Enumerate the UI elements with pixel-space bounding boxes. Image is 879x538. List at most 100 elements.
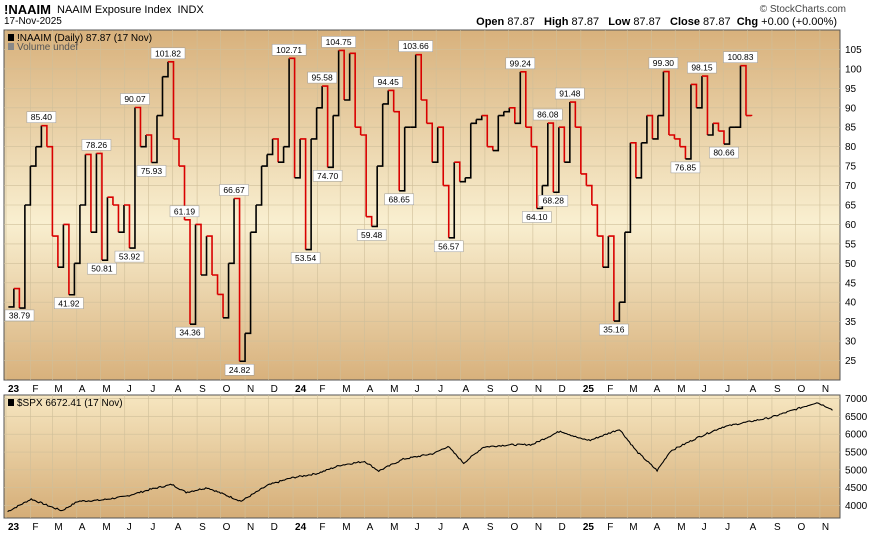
naaim-annotation-label: 41.92 bbox=[58, 298, 80, 308]
naaim-step bbox=[432, 127, 439, 164]
close-value: 87.87 bbox=[703, 16, 731, 28]
naaim-step bbox=[520, 71, 527, 128]
naaim-step bbox=[448, 162, 456, 239]
naaim-step bbox=[338, 49, 345, 100]
naaim-step bbox=[481, 114, 489, 147]
naaim-step bbox=[366, 215, 373, 227]
naaim-step bbox=[360, 134, 367, 217]
naaim-step bbox=[443, 184, 450, 238]
naaim-annotation-box bbox=[538, 194, 569, 207]
naaim-step bbox=[696, 76, 703, 109]
spx-line bbox=[7, 402, 833, 513]
naaim-step bbox=[234, 197, 241, 362]
naaim-annotation-box bbox=[290, 252, 321, 264]
index-name: NAAIM Exposure Index INDX bbox=[57, 4, 204, 16]
naaim-annotation-box bbox=[114, 250, 145, 263]
naaim-step bbox=[145, 134, 153, 163]
naaim-step bbox=[685, 84, 692, 160]
naaim-annotation-box bbox=[709, 146, 739, 159]
naaim-x-tick-label: F bbox=[32, 384, 38, 395]
naaim-step bbox=[267, 138, 274, 156]
spx-x-tick-label: 23 bbox=[8, 522, 20, 533]
naaim-x-tick-label: 24 bbox=[295, 384, 307, 395]
naaim-annotation-box bbox=[398, 40, 433, 52]
spx-x-tick-label: N bbox=[247, 522, 254, 533]
naaim-annotation-label: 53.54 bbox=[295, 253, 317, 263]
naaim-step bbox=[712, 122, 720, 132]
naaim-annotation-label: 104.75 bbox=[326, 37, 352, 47]
naaim-step bbox=[388, 89, 395, 112]
naaim-step bbox=[487, 145, 494, 151]
spx-x-tick-label: N bbox=[822, 522, 829, 533]
naaim-step bbox=[586, 184, 593, 205]
naaim-annotation-label: 34.36 bbox=[179, 328, 201, 338]
naaim-step bbox=[344, 53, 351, 101]
naaim-step bbox=[85, 153, 92, 233]
naaim-step bbox=[162, 61, 169, 78]
naaim-step bbox=[641, 115, 648, 144]
naaim-annotation-label: 35.16 bbox=[603, 325, 625, 335]
naaim-step bbox=[707, 123, 714, 136]
naaim-annotation-box bbox=[169, 205, 200, 218]
naaim-step bbox=[46, 145, 54, 237]
spx-x-tick-label: A bbox=[175, 522, 182, 533]
naaim-step bbox=[305, 138, 312, 251]
spx-y-tick-label: 5500 bbox=[845, 448, 868, 459]
naaim-annotation-label: 68.65 bbox=[389, 194, 411, 204]
naaim-legend: !NAAIM (Daily) 87.87 (17 Nov) Volume und… bbox=[8, 33, 152, 53]
naaim-x-tick-label: 25 bbox=[583, 384, 595, 395]
naaim-y-tick-label: 50 bbox=[845, 259, 857, 270]
chg-value: +0.00 (+0.00%) bbox=[761, 16, 837, 28]
spx-x-tick-label: J bbox=[127, 522, 132, 533]
naaim-x-tick-label: O bbox=[798, 384, 806, 395]
naaim-y-tick-label: 30 bbox=[845, 337, 857, 348]
naaim-step bbox=[470, 119, 478, 125]
naaim-x-tick-label: A bbox=[750, 384, 757, 395]
spx-x-tick-label: F bbox=[319, 522, 325, 533]
naaim-step bbox=[30, 146, 37, 167]
naaim-annotation-box bbox=[219, 184, 249, 196]
naaim-annotation-box bbox=[26, 111, 57, 123]
naaim-x-tick-label: O bbox=[511, 384, 519, 395]
naaim-step bbox=[723, 127, 731, 145]
spx-x-tick-label: J bbox=[150, 522, 155, 533]
naaim-step bbox=[734, 65, 742, 129]
naaim-step bbox=[156, 76, 164, 117]
naaim-annotation-box bbox=[505, 57, 536, 70]
naaim-annotation-box bbox=[120, 93, 150, 105]
naaim-annotation-label: 86.08 bbox=[537, 110, 559, 120]
naaim-step bbox=[79, 154, 87, 206]
naaim-annotation-box bbox=[321, 36, 356, 48]
symbol-label: !NAAIM bbox=[4, 2, 51, 17]
naaim-step bbox=[465, 123, 472, 179]
spx-x-tick-label: A bbox=[367, 522, 374, 533]
naaim-step bbox=[173, 138, 180, 167]
naaim-step bbox=[96, 152, 103, 261]
naaim-step bbox=[190, 224, 197, 325]
naaim-annotation-box bbox=[522, 211, 552, 223]
spx-x-tick-label: O bbox=[223, 522, 231, 533]
naaim-step bbox=[212, 274, 219, 295]
naaim-annotation-label: 103.66 bbox=[403, 41, 429, 51]
naaim-step bbox=[35, 125, 43, 148]
naaim-step bbox=[333, 50, 340, 117]
naaim-step bbox=[278, 146, 285, 164]
naaim-step bbox=[322, 85, 329, 168]
naaim-series bbox=[8, 49, 753, 363]
naaim-step bbox=[261, 154, 268, 167]
naaim-step bbox=[250, 205, 257, 234]
naaim-step bbox=[57, 224, 65, 269]
naaim-step bbox=[382, 90, 389, 105]
naaim-x-tick-label: J bbox=[127, 384, 132, 395]
naaim-annotation-box bbox=[136, 165, 167, 177]
naaim-annotation-label: 102.71 bbox=[276, 45, 302, 55]
brand-logo[interactable]: © StockCharts.com bbox=[759, 4, 846, 15]
spx-x-tick-label: A bbox=[79, 522, 86, 533]
naaim-legend-text: !NAAIM (Daily) 87.87 (17 Nov) bbox=[17, 33, 152, 44]
naaim-step bbox=[674, 138, 681, 147]
naaim-step bbox=[129, 107, 136, 249]
naaim-annotation-label: 56.57 bbox=[438, 241, 460, 251]
low-value: 87.87 bbox=[633, 16, 661, 28]
naaim-step bbox=[201, 236, 208, 276]
